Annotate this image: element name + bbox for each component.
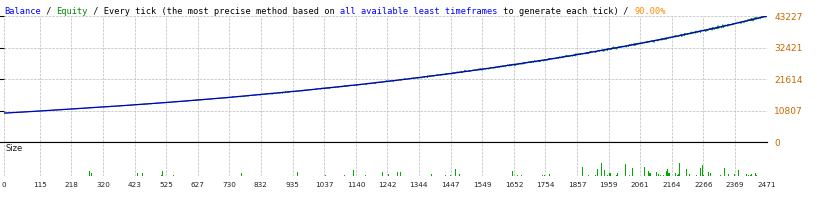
Text: Equity: Equity — [57, 7, 88, 16]
Text: /: / — [618, 7, 633, 16]
Text: Balance: Balance — [4, 7, 41, 16]
Text: all available least timeframes: all available least timeframes — [340, 7, 497, 16]
Text: Size: Size — [6, 144, 23, 153]
Text: / Every tick (the most precise method based on: / Every tick (the most precise method ba… — [88, 7, 340, 16]
Text: /: / — [41, 7, 57, 16]
Text: to generate each tick): to generate each tick) — [497, 7, 618, 16]
Text: 90.00%: 90.00% — [633, 7, 665, 16]
